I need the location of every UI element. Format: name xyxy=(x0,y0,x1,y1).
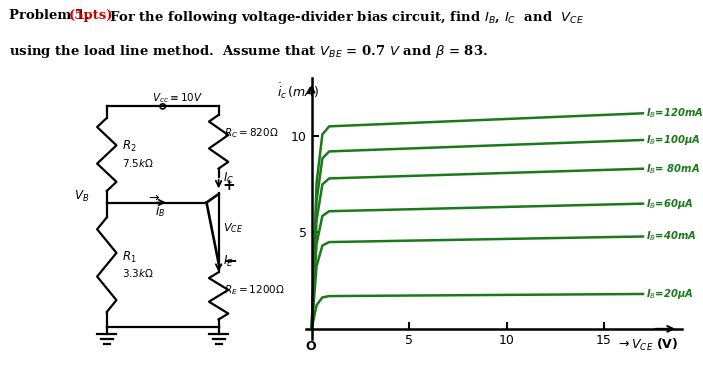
Text: $V_B$: $V_B$ xyxy=(74,189,89,204)
Text: $\rightarrow$: $\rightarrow$ xyxy=(146,191,160,204)
Text: $I_C$: $I_C$ xyxy=(223,171,234,186)
Text: $R_C = 820\Omega$: $R_C = 820\Omega$ xyxy=(224,126,278,140)
Text: $I_B$: $I_B$ xyxy=(155,205,165,219)
Text: I$_B$= 80mA: I$_B$= 80mA xyxy=(646,162,700,176)
Text: $\rightarrow$$V_{CE}$ (V): $\rightarrow$$V_{CE}$ (V) xyxy=(616,337,678,353)
Text: I$_B$=40mA: I$_B$=40mA xyxy=(646,230,697,243)
Text: Problem 1.: Problem 1. xyxy=(9,9,95,22)
Text: $I_E$: $I_E$ xyxy=(223,254,234,269)
Text: +: + xyxy=(222,178,235,193)
Text: O: O xyxy=(305,340,316,353)
Text: (5pts): (5pts) xyxy=(69,9,113,22)
Text: $7.5k\Omega$: $7.5k\Omega$ xyxy=(122,157,154,169)
Text: using the load line method.  Assume that $V_{BE}$ = 0.7 $V$ and $\beta$ = 83.: using the load line method. Assume that … xyxy=(9,43,488,60)
Text: $\dot{i}_c\,(mA)$: $\dot{i}_c\,(mA)$ xyxy=(277,82,319,102)
Text: $V_{cc} \equiv 10V$: $V_{cc} \equiv 10V$ xyxy=(152,91,203,105)
Text: −: − xyxy=(223,251,237,269)
Text: I$_B$=60μA: I$_B$=60μA xyxy=(646,197,693,211)
Text: $3.3k\Omega$: $3.3k\Omega$ xyxy=(122,267,154,279)
Text: I$_B$=20μA: I$_B$=20μA xyxy=(646,287,693,301)
Text: $R_2$: $R_2$ xyxy=(122,139,136,154)
Text: I$_B$=120mA: I$_B$=120mA xyxy=(646,106,703,120)
Text: $R_1$: $R_1$ xyxy=(122,250,136,264)
Text: I$_B$=100μA: I$_B$=100μA xyxy=(646,133,700,147)
Text: $V_{CE}$: $V_{CE}$ xyxy=(223,221,243,235)
Text: $R_E = 1200\Omega$: $R_E = 1200\Omega$ xyxy=(224,283,285,297)
Text: For the following voltage-divider bias circuit, find $I_B$, $I_C$  and  $V_{CE}$: For the following voltage-divider bias c… xyxy=(109,9,584,26)
